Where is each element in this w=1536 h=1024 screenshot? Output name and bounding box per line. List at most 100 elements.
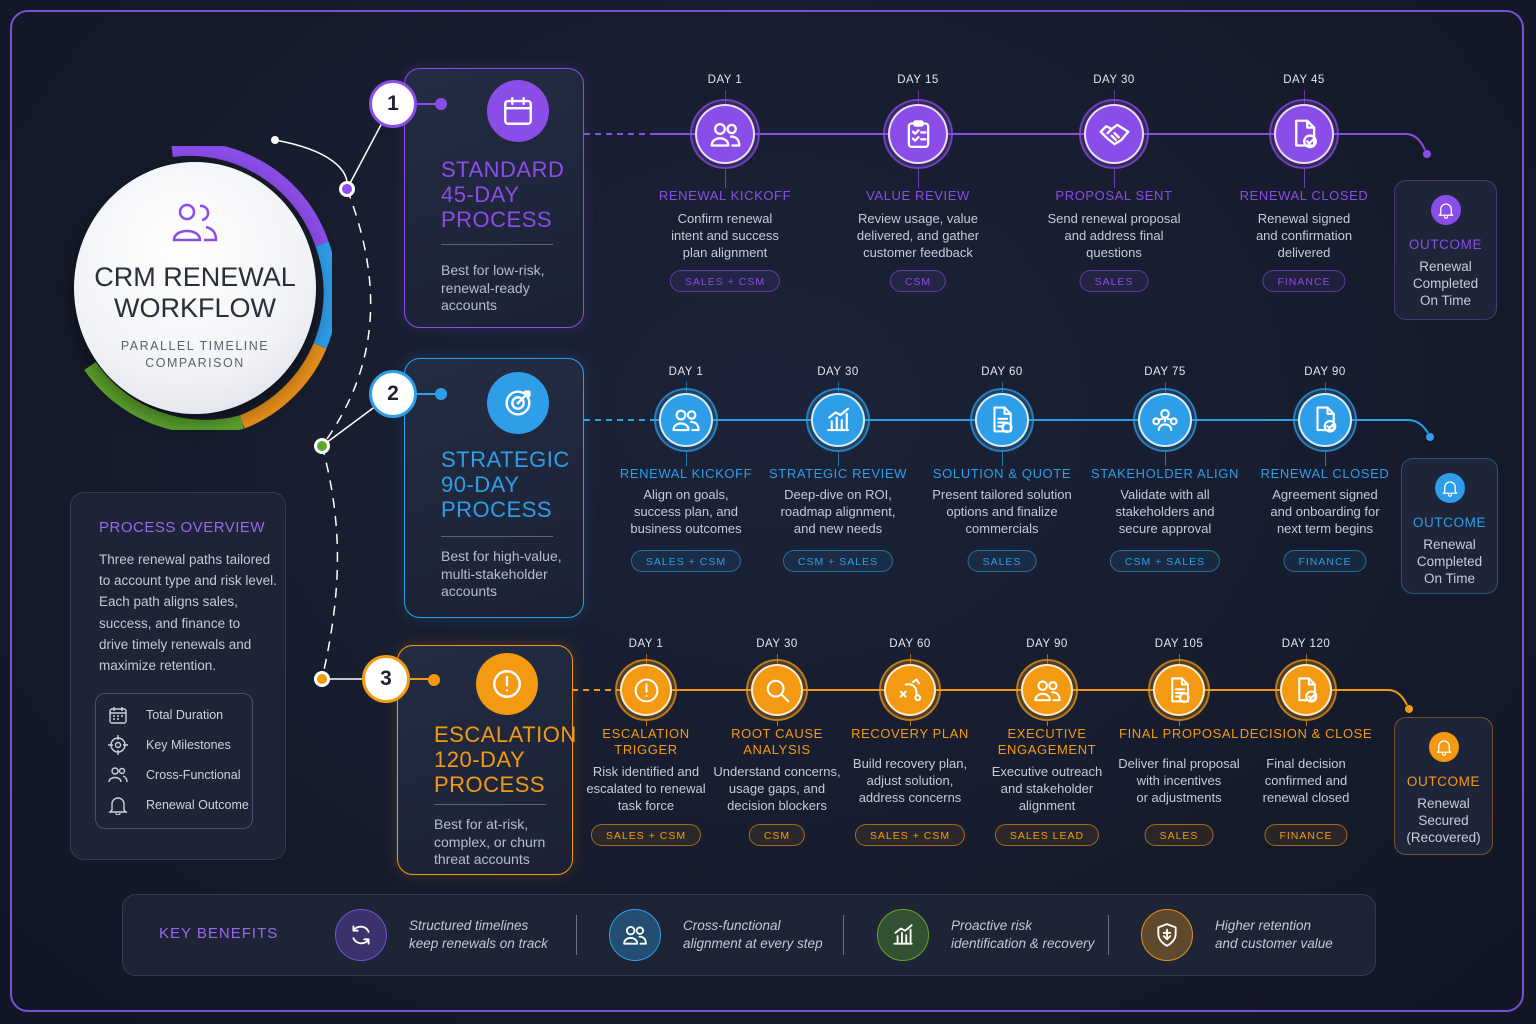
milestone-node[interactable] bbox=[654, 388, 718, 452]
role-tag: FINANCE bbox=[1262, 270, 1346, 292]
number-connector bbox=[417, 393, 441, 395]
process-divider bbox=[441, 244, 553, 245]
milestone-title-link bbox=[837, 452, 839, 466]
milestone-title-link bbox=[1303, 169, 1305, 188]
milestone-node[interactable] bbox=[615, 659, 677, 721]
bell-icon bbox=[1442, 481, 1457, 497]
role-tag: CSM + SALES bbox=[782, 550, 894, 572]
benefit-icon bbox=[877, 909, 929, 961]
milestone-day: DAY 1 bbox=[707, 74, 743, 86]
milestone-node[interactable] bbox=[1016, 659, 1078, 721]
milestone-description: Send renewal proposal and address final qu… bbox=[1047, 211, 1181, 260]
milestone-description: Align on goals, success plan, and business… bbox=[630, 487, 742, 536]
process-title: STRATEGIC 90-DAY PROCESS bbox=[441, 447, 570, 522]
benefit-item: Higher retention and customer value bbox=[1141, 909, 1333, 961]
milestone-node[interactable] bbox=[1079, 99, 1149, 169]
milestone-title: RECOVERY PLAN bbox=[851, 726, 969, 741]
process-number-badge: 2 bbox=[369, 370, 417, 418]
milestone-tick bbox=[724, 90, 726, 104]
milestone-node[interactable] bbox=[806, 388, 870, 452]
milestone-node[interactable] bbox=[690, 99, 760, 169]
milestone-node[interactable] bbox=[1293, 388, 1357, 452]
milestone-title-link bbox=[645, 721, 647, 726]
milestone-tick bbox=[1113, 90, 1115, 104]
milestone-node-inner bbox=[884, 664, 936, 716]
milestone-node[interactable] bbox=[746, 659, 808, 721]
document-check-icon bbox=[1316, 406, 1337, 433]
milestone-node-inner bbox=[1274, 104, 1334, 164]
key-benefits-bar: KEY BENEFITS Structured timelines keep re… bbox=[122, 894, 1376, 976]
milestone-node[interactable] bbox=[1133, 388, 1197, 452]
number-connector bbox=[410, 678, 434, 680]
outcome-text: Renewal Secured (Recovered) bbox=[1406, 796, 1481, 845]
milestone-day: DAY 45 bbox=[1283, 74, 1325, 86]
milestone-description: Final decision confirmed and renewal close… bbox=[1262, 756, 1350, 805]
legend-item-duration: Total Duration bbox=[108, 704, 223, 726]
milestone-day: DAY 30 bbox=[1093, 74, 1135, 86]
milestone-node-inner bbox=[1298, 393, 1352, 447]
milestone-node-inner bbox=[888, 104, 948, 164]
process-title: ESCALATION 120-DAY PROCESS bbox=[434, 722, 577, 797]
milestone-description: Risk identified and escalated to renewal t… bbox=[586, 764, 706, 813]
milestone-day: DAY 15 bbox=[897, 74, 939, 86]
number-dot bbox=[435, 388, 447, 400]
milestone-title-link bbox=[917, 169, 919, 188]
milestone-day: DAY 30 bbox=[817, 366, 859, 378]
milestone-node-inner bbox=[1084, 104, 1144, 164]
users-icon bbox=[623, 925, 647, 945]
milestone-title: ESCALATION TRIGGER bbox=[602, 726, 690, 757]
search-icon bbox=[766, 679, 789, 702]
number-connector bbox=[417, 103, 441, 105]
bell-icon bbox=[1438, 203, 1453, 219]
milestone-node-inner bbox=[1021, 664, 1073, 716]
milestone-node[interactable] bbox=[1148, 659, 1210, 721]
milestone-node-inner bbox=[1280, 664, 1332, 716]
benefit-text: Structured timelines keep renewals on tra… bbox=[409, 918, 548, 951]
role-tag: SALES + CSM bbox=[630, 550, 742, 572]
benefit-icon bbox=[1141, 909, 1193, 961]
bell-icon bbox=[108, 797, 128, 815]
milestone-description: Understand concerns, usage gaps, and decis… bbox=[713, 764, 841, 813]
process-divider bbox=[434, 804, 546, 805]
milestone-description: Deliver final proposal with incentives or … bbox=[1118, 756, 1240, 805]
milestone-node[interactable] bbox=[879, 659, 941, 721]
milestone-title: ROOT CAUSE ANALYSIS bbox=[731, 726, 823, 757]
milestone-title-link bbox=[1164, 452, 1166, 466]
bell-icon bbox=[1436, 740, 1451, 756]
milestone-description: Deep-dive on ROI, roadmap alignment, and n… bbox=[780, 487, 896, 536]
milestone-tick bbox=[1324, 382, 1326, 393]
milestone-title-link bbox=[1001, 452, 1003, 466]
document-icon bbox=[1170, 676, 1190, 703]
benefit-separator bbox=[843, 915, 844, 955]
milestone-title-link bbox=[1046, 721, 1048, 726]
milestone-day: DAY 1 bbox=[628, 638, 664, 650]
process-description: Best for at-risk, complex, or churn threat… bbox=[434, 816, 546, 867]
milestone-day: DAY 90 bbox=[1026, 638, 1068, 650]
role-tag: SALES + CSM bbox=[590, 824, 702, 846]
benefit-text: Cross-functional alignment at every step bbox=[683, 918, 823, 951]
milestone-node[interactable] bbox=[1269, 99, 1339, 169]
milestone-node[interactable] bbox=[970, 388, 1034, 452]
milestone-tick bbox=[1164, 382, 1166, 393]
users-icon bbox=[108, 767, 128, 783]
milestone-title: RENEWAL CLOSED bbox=[1260, 466, 1390, 481]
milestone-day: DAY 60 bbox=[889, 638, 931, 650]
role-tag: SALES + CSM bbox=[669, 270, 781, 292]
benefit-icon bbox=[335, 909, 387, 961]
milestone-node[interactable] bbox=[1275, 659, 1337, 721]
milestone-title: STRATEGIC REVIEW bbox=[769, 466, 907, 481]
legend-item-outcome: Renewal Outcome bbox=[108, 794, 249, 816]
milestone-node[interactable] bbox=[883, 99, 953, 169]
milestone-title: STAKEHOLDER ALIGN bbox=[1091, 466, 1239, 481]
milestone-description: Validate with all stakeholders and secure … bbox=[1115, 487, 1215, 536]
milestone-node-inner bbox=[620, 664, 672, 716]
milestone-title: RENEWAL KICKOFF bbox=[658, 188, 792, 203]
milestone-title-link bbox=[909, 721, 911, 726]
legend-label: Cross-Functional bbox=[146, 768, 241, 782]
outer-frame bbox=[10, 10, 1524, 1012]
milestone-tick bbox=[917, 90, 919, 104]
milestone-day: DAY 30 bbox=[756, 638, 798, 650]
role-tag: SALES bbox=[1079, 270, 1149, 292]
process-icon bbox=[487, 372, 549, 434]
